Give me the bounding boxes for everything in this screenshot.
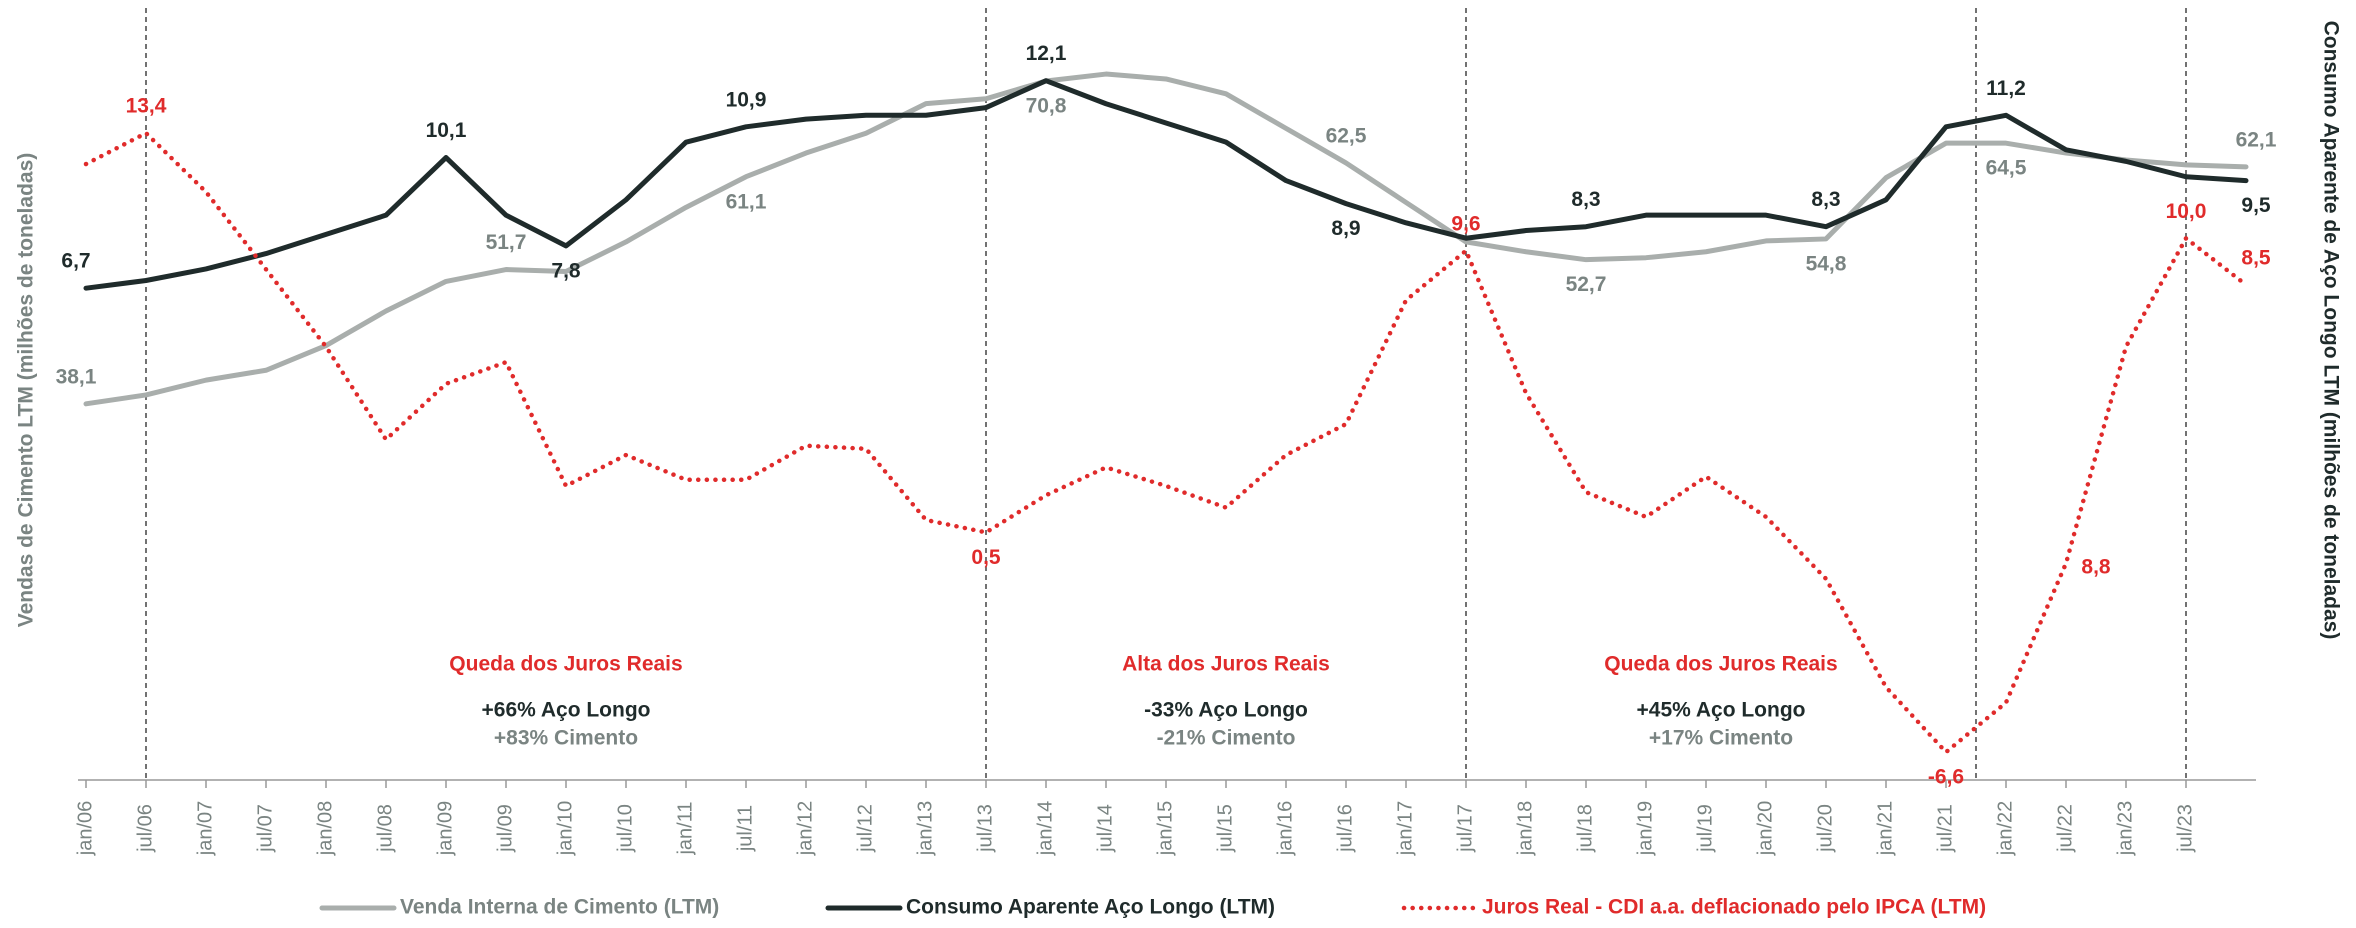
x-tick-label: jul/11 xyxy=(734,805,756,852)
data-label: 10,9 xyxy=(726,88,767,111)
period-title: Queda dos Juros Reais xyxy=(1604,653,1837,676)
y-axis-title: Vendas de Cimento LTM (milhões de tonela… xyxy=(15,153,38,628)
period-steel: +66% Aço Longo xyxy=(482,699,651,722)
data-label: 64,5 xyxy=(1986,157,2027,180)
x-tick-label: jul/20 xyxy=(1814,804,1836,853)
data-label: 6,7 xyxy=(61,250,90,273)
x-tick-label: jan/08 xyxy=(314,801,336,857)
period-cement: +17% Cimento xyxy=(1649,727,1793,750)
x-tick-label: jul/16 xyxy=(1334,804,1356,853)
period-cement: +83% Cimento xyxy=(494,727,638,750)
x-tick-label: jan/14 xyxy=(1034,801,1056,857)
data-label: 12,1 xyxy=(1026,42,1067,65)
x-tick-label: jul/07 xyxy=(254,804,276,853)
data-label: 62,5 xyxy=(1326,124,1367,147)
x-tick-label: jul/06 xyxy=(134,804,156,853)
series-line xyxy=(83,71,2249,407)
data-label: 10,0 xyxy=(2166,200,2207,223)
x-tick-label: jul/12 xyxy=(854,804,876,853)
y2-axis-title: Consumo Aparente de Aço Longo LTM (milhõ… xyxy=(2319,21,2342,640)
data-label: 0,5 xyxy=(971,546,1001,569)
x-tick-label: jul/14 xyxy=(1094,804,1116,853)
x-tick-label: jan/15 xyxy=(1154,801,1176,857)
data-label: 51,7 xyxy=(486,231,527,254)
series-line xyxy=(83,130,2249,755)
data-label: 10,1 xyxy=(426,119,467,142)
period-title: Queda dos Juros Reais xyxy=(449,653,682,676)
x-tick-label: jul/19 xyxy=(1694,804,1716,853)
x-tick-label: jan/23 xyxy=(2114,801,2136,857)
x-tick-label: jul/17 xyxy=(1454,804,1476,853)
data-label: -6,6 xyxy=(1928,766,1964,789)
x-tick-label: jan/17 xyxy=(1394,801,1416,857)
legend-label: Consumo Aparente Aço Longo (LTM) xyxy=(906,896,1275,919)
data-label: 8,3 xyxy=(1571,188,1600,211)
data-label: 8,3 xyxy=(1811,188,1840,211)
x-tick-label: jul/09 xyxy=(494,804,516,853)
x-tick-label: jan/06 xyxy=(74,801,96,857)
x-tick-label: jan/10 xyxy=(554,801,576,857)
period-title: Alta dos Juros Reais xyxy=(1122,653,1330,676)
legend-label: Juros Real - CDI a.a. deflacionado pelo … xyxy=(1482,896,1986,919)
x-tick-label: jul/08 xyxy=(374,804,396,853)
data-label: 54,8 xyxy=(1806,252,1847,275)
data-label: 13,4 xyxy=(126,95,167,118)
data-label: 7,8 xyxy=(551,259,581,282)
period-steel: +45% Aço Longo xyxy=(1637,699,1806,722)
x-tick-label: jul/23 xyxy=(2174,804,2196,853)
x-tick-label: jan/16 xyxy=(1274,801,1296,857)
x-tick-label: jan/21 xyxy=(1874,801,1896,857)
x-tick-label: jan/09 xyxy=(434,801,456,857)
x-tick-label: jul/10 xyxy=(614,804,636,853)
x-tick-label: jul/18 xyxy=(1574,804,1596,853)
data-label: 52,7 xyxy=(1566,273,1607,296)
x-tick-label: jul/22 xyxy=(2054,804,2076,853)
annotation: 8,8 xyxy=(2081,556,2111,579)
x-tick-label: jan/19 xyxy=(1634,801,1656,857)
x-tick-label: jan/12 xyxy=(794,801,816,857)
data-label: 8,5 xyxy=(2241,246,2271,269)
x-tick-label: jul/13 xyxy=(974,804,996,853)
x-tick-label: jan/13 xyxy=(914,801,936,857)
data-label: 70,8 xyxy=(1026,95,1067,118)
data-label: 38,1 xyxy=(56,365,97,388)
x-tick-label: jul/15 xyxy=(1214,804,1236,853)
x-tick-label: jan/07 xyxy=(194,801,216,857)
series-line xyxy=(83,78,2249,291)
x-tick-label: jan/22 xyxy=(1994,801,2016,857)
x-tick-label: jan/11 xyxy=(674,801,696,855)
data-label: 9,6 xyxy=(1451,212,1480,235)
x-tick-label: jan/20 xyxy=(1754,801,1776,857)
x-tick-label: jul/21 xyxy=(1934,804,1956,853)
legend-label: Venda Interna de Cimento (LTM) xyxy=(400,896,719,919)
data-label: 8,9 xyxy=(1331,217,1360,240)
data-label: 11,2 xyxy=(1986,77,2026,100)
data-label: 9,5 xyxy=(2241,194,2271,217)
period-cement: -21% Cimento xyxy=(1157,727,1296,750)
x-tick-label: jan/18 xyxy=(1514,801,1536,857)
period-steel: -33% Aço Longo xyxy=(1144,699,1308,722)
data-label: 61,1 xyxy=(726,190,767,213)
data-label: 62,1 xyxy=(2236,128,2277,151)
